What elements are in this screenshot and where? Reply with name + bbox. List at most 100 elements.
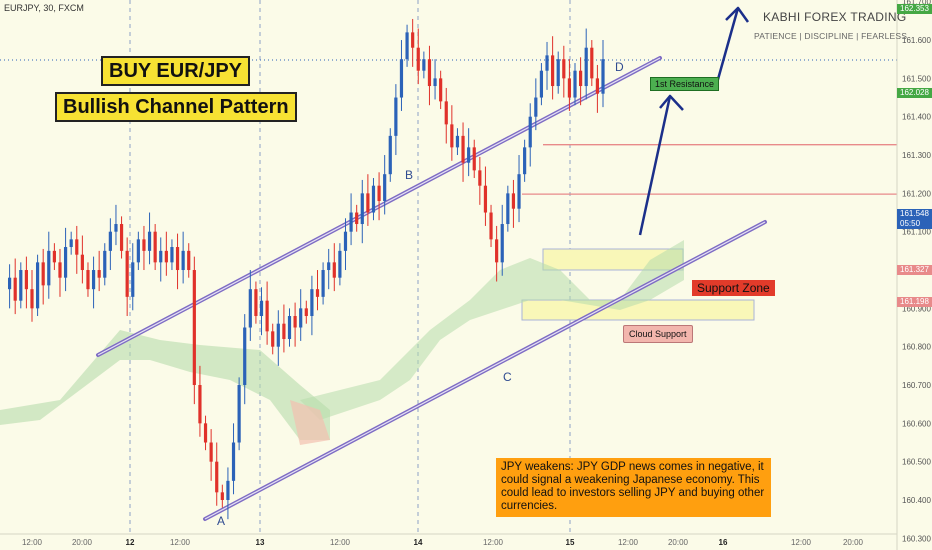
candle-body	[7, 277, 12, 290]
candle-body	[467, 147, 471, 163]
time-tick-label: 20:00	[668, 538, 689, 547]
candle-body	[41, 262, 45, 286]
candle-body	[13, 277, 17, 301]
zone-bottom-price-tag: 161.198	[897, 297, 932, 307]
candle-body	[181, 250, 185, 271]
candle-body	[601, 59, 605, 94]
ichimoku-cloud	[0, 240, 684, 445]
candles	[7, 18, 605, 520]
candle-body	[19, 270, 23, 301]
candle-body	[343, 231, 348, 251]
candle-body	[35, 262, 40, 309]
candle-body	[506, 193, 510, 225]
candle-body	[136, 239, 140, 263]
candle-body	[192, 270, 196, 386]
candle-body	[534, 97, 538, 117]
time-tick-label: 12:00	[330, 538, 351, 547]
candle-body	[551, 55, 555, 87]
candle-body	[349, 212, 353, 232]
resistance-price-tag: 162.028	[897, 88, 932, 98]
cloud-red-patch	[290, 400, 330, 445]
candle-body	[455, 135, 460, 148]
candle-body	[511, 193, 516, 209]
candle-body	[523, 147, 527, 175]
title-buy-eurjpy: BUY EUR/JPY	[101, 56, 251, 86]
arrow-head-target	[725, 6, 750, 23]
candle-body	[332, 262, 336, 278]
candle-body	[517, 174, 521, 209]
candle-body	[108, 231, 112, 251]
candle-body	[579, 70, 583, 87]
projection-arrows	[638, 6, 750, 236]
price-tick-label: 161.400	[902, 113, 931, 122]
candle-body	[495, 239, 499, 263]
price-tick-label: 161.300	[902, 151, 931, 160]
candle-body	[91, 270, 96, 290]
candle-body	[360, 193, 364, 225]
price-tick-label: 160.300	[902, 534, 931, 543]
candle-body	[187, 250, 191, 271]
candle-body	[24, 270, 28, 290]
price-tick-label: 160.500	[902, 458, 931, 467]
time-tick-label: 12	[126, 538, 135, 547]
candle-body	[58, 262, 62, 278]
current-price-tag: 161.548	[897, 209, 932, 219]
cloud-support-label: Cloud Support	[623, 325, 693, 343]
candle-body	[299, 308, 303, 328]
candle-body	[472, 147, 476, 171]
zone-top-price-tag: 161.327	[897, 265, 932, 275]
candle-body	[147, 231, 152, 251]
candle-body	[203, 423, 208, 443]
candle-body	[125, 250, 129, 297]
candle-body	[237, 385, 241, 443]
candle-body	[86, 270, 90, 290]
candle-body	[215, 461, 219, 493]
candle-body	[405, 32, 409, 60]
candle-body	[366, 193, 370, 213]
candle-body	[159, 250, 163, 263]
brand-tagline: PATIENCE | DISCIPLINE | FEARLESS	[754, 31, 908, 41]
cloud-right	[300, 240, 684, 420]
arrow-head-resistance	[659, 94, 684, 111]
candle-body	[338, 250, 342, 278]
candle-body	[590, 47, 594, 79]
candle-body	[315, 289, 320, 297]
candle-body	[103, 250, 107, 278]
candle-body	[63, 247, 68, 278]
time-tick-label: 12:00	[618, 538, 639, 547]
time-tick-label: 20:00	[843, 538, 864, 547]
point-a-label: A	[217, 514, 226, 528]
candle-body	[97, 270, 101, 278]
candle-body	[573, 70, 577, 98]
candle-body	[528, 116, 532, 148]
price-tick-label: 160.600	[902, 419, 931, 428]
time-tick-label: 13	[256, 538, 265, 547]
candle-body	[75, 239, 79, 255]
candle-body	[293, 316, 297, 328]
candle-body	[254, 289, 258, 317]
time-tick-label: 12:00	[791, 538, 812, 547]
candle-body	[461, 135, 465, 163]
price-tick-label: 160.800	[902, 343, 931, 352]
cloud-left	[0, 330, 330, 440]
candle-body	[371, 185, 376, 213]
candle-body	[355, 212, 359, 225]
candle-body	[243, 327, 247, 386]
candle-body	[287, 316, 292, 340]
candle-body	[327, 262, 331, 271]
point-b-label: B	[405, 168, 414, 182]
price-tick-label: 161.600	[902, 36, 931, 45]
support-zone-label: Support Zone	[692, 280, 775, 296]
candle-body	[595, 78, 600, 94]
price-tick-label: 161.700	[902, 0, 931, 7]
time-tick-label: 12:00	[22, 538, 43, 547]
candle-body	[248, 289, 252, 328]
candle-body	[383, 174, 387, 202]
candle-body	[500, 224, 504, 263]
price-tick-label: 160.700	[902, 381, 931, 390]
candle-body	[489, 212, 493, 240]
candle-body	[562, 59, 566, 79]
candle-body	[427, 59, 432, 87]
candle-body	[209, 442, 213, 462]
